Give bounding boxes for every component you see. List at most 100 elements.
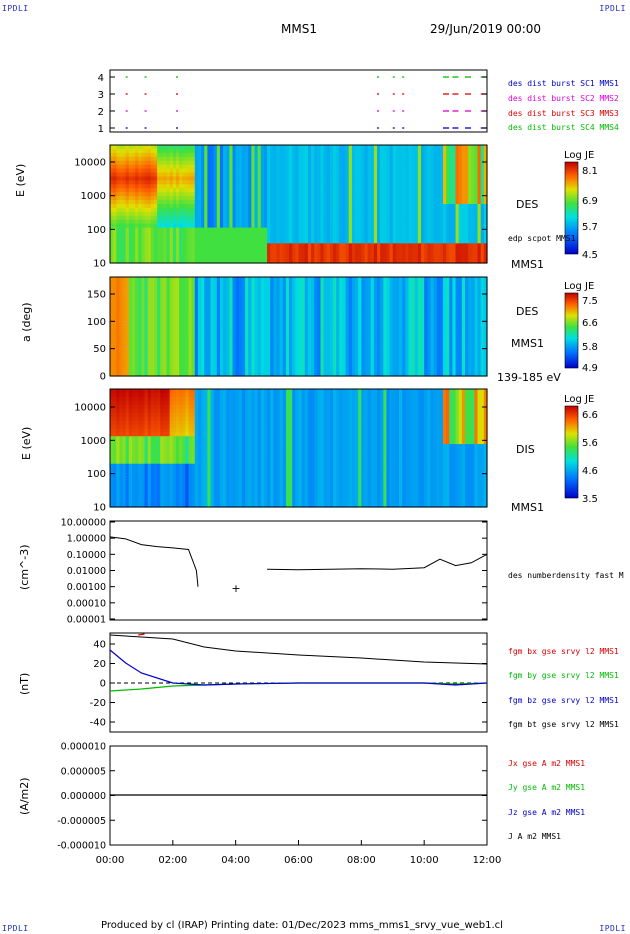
spectrogram-cell	[150, 321, 155, 328]
spectrogram-cell	[383, 211, 388, 217]
spectrogram-cell	[185, 361, 190, 367]
spectrogram-cell	[191, 219, 196, 225]
spectrogram-cell	[128, 356, 133, 362]
spectrogram-cell	[185, 259, 190, 264]
spectrogram-cell	[191, 164, 196, 170]
spectrogram-cell	[150, 188, 155, 193]
spectrogram-cell	[235, 361, 240, 367]
spectrogram-cell	[150, 172, 155, 178]
spectrogram-cell	[229, 277, 234, 283]
spectrogram-cell	[276, 211, 281, 217]
spectrogram-cell	[342, 188, 347, 193]
spectrogram-cell	[248, 331, 252, 337]
spectrogram-cell	[138, 296, 143, 303]
spectrogram-cell	[370, 148, 375, 154]
spectrogram-cell	[185, 291, 190, 298]
spectrogram-cell	[213, 215, 218, 221]
spectrogram-cell	[116, 259, 121, 264]
spectrogram-cell	[436, 219, 441, 225]
spectrogram-cell	[465, 255, 469, 260]
spectrogram-cell	[304, 219, 309, 225]
spectrogram-cell	[251, 251, 256, 256]
spectrogram-cell	[245, 286, 249, 293]
spectrogram-cell	[392, 235, 397, 240]
spectrogram-cell	[267, 306, 271, 313]
spectrogram-cell	[355, 219, 359, 225]
spectrogram-cell	[392, 227, 397, 233]
spectrogram-cell	[204, 251, 208, 256]
spectrogram-cell	[267, 188, 271, 193]
spectrogram-cell	[458, 180, 463, 185]
spectrogram-cell	[270, 341, 274, 347]
spectrogram-cell	[480, 231, 485, 237]
spectrogram-cell	[424, 251, 428, 256]
spectrogram-cell	[110, 180, 114, 185]
spectrogram-cell	[223, 227, 227, 233]
spectrogram-cell	[377, 243, 381, 248]
spectrogram-cell	[210, 219, 215, 225]
spectrogram-cell	[414, 204, 419, 209]
spectrogram-cell	[122, 200, 127, 205]
spectrogram-cell	[125, 148, 130, 154]
spectrogram-cell	[245, 251, 249, 256]
spectrogram-cell	[301, 301, 306, 308]
spectrogram-cell	[147, 160, 152, 166]
spectrogram-cell	[172, 164, 177, 170]
spectrogram-cell	[150, 336, 155, 342]
spectrogram-cell	[116, 351, 121, 357]
spectrogram-cell	[336, 204, 340, 209]
spectrogram-cell	[468, 255, 472, 260]
spectrogram-cell	[254, 255, 259, 260]
spectrogram-cell	[298, 152, 303, 158]
spectrogram-cell	[257, 296, 262, 303]
spectrogram-cell	[395, 172, 400, 178]
spectrogram-cell	[386, 259, 391, 264]
spectrogram-cell	[380, 239, 384, 244]
spectrogram-cell	[131, 346, 136, 352]
spectrogram-cell	[116, 366, 121, 372]
spectrogram-cell	[235, 192, 240, 197]
spectrogram-cell	[285, 176, 290, 181]
spectrogram-cell	[219, 188, 224, 193]
spectrogram-cell	[355, 152, 359, 158]
spectrogram-cell	[194, 301, 199, 308]
spectrogram-cell	[135, 235, 139, 240]
spectrogram-cell	[333, 215, 337, 221]
spectrogram-cell	[169, 316, 174, 323]
spectrogram-cell	[169, 231, 174, 237]
spectrogram-cell	[477, 251, 482, 256]
spectrogram-cell	[110, 211, 114, 217]
spectrogram-cell	[122, 160, 127, 166]
spectrogram-cell	[182, 331, 186, 337]
spectrogram-cell	[314, 301, 318, 308]
spectrogram-cell	[311, 251, 315, 256]
spectrogram-cell	[295, 227, 300, 233]
spectrogram-cell	[197, 259, 202, 264]
spectrogram-cell	[430, 247, 435, 252]
spectrogram-cell	[392, 200, 397, 205]
spectrogram-cell	[207, 204, 212, 209]
spectrogram-cell	[364, 152, 369, 158]
spectrogram-cell	[153, 176, 158, 181]
spectrogram-cell	[433, 172, 438, 178]
spectrogram-cell	[292, 259, 296, 264]
spectrogram-cell	[273, 301, 278, 308]
spectrogram-cell	[116, 239, 121, 244]
spectrogram-cell	[147, 200, 152, 205]
spectrogram-cell	[399, 247, 403, 252]
spectrogram-cell	[480, 148, 485, 154]
spectrogram-cell	[128, 277, 133, 283]
spectrogram-cell	[166, 311, 171, 318]
spectrogram-cell	[399, 168, 403, 174]
spectrogram-cell	[336, 235, 340, 240]
spectrogram-cell	[248, 200, 252, 205]
spectrogram-cell	[342, 200, 347, 205]
spectrogram-cell	[295, 251, 300, 256]
spectrogram-cell	[436, 176, 441, 181]
spectrogram-cell	[128, 336, 133, 342]
spectrogram-cell	[182, 188, 186, 193]
spectrogram-cell	[314, 176, 318, 181]
spectrogram-cell	[260, 227, 265, 233]
spectrogram-cell	[119, 180, 124, 185]
spectrogram-cell	[119, 239, 124, 244]
